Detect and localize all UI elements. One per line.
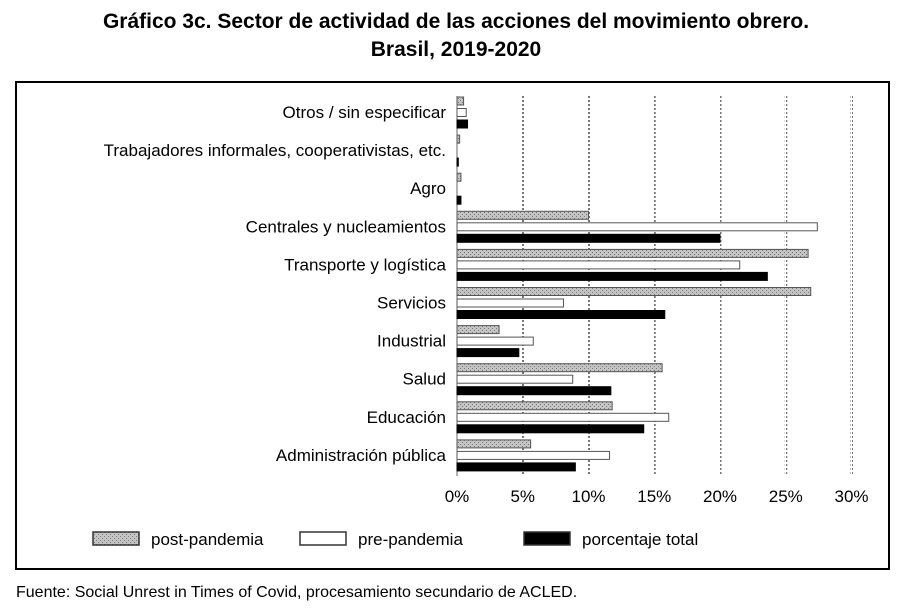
bar-2-2 <box>456 195 462 205</box>
bar-1-5 <box>456 298 565 308</box>
tick-label: 30% <box>834 487 868 506</box>
gridline <box>850 96 853 476</box>
bar-1-4 <box>456 260 741 270</box>
legend-swatch <box>299 531 347 546</box>
chart-frame <box>15 81 890 570</box>
category-label: Administración pública <box>276 446 447 465</box>
bar-0-3 <box>456 210 589 220</box>
bar-1-0 <box>456 108 467 117</box>
tick-label: 0% <box>445 487 470 506</box>
category-label: Trabajadores informales, cooperativistas… <box>104 141 446 160</box>
tick-label: 15% <box>637 487 671 506</box>
category-label: Industrial <box>377 332 446 351</box>
chart-title-line1: Gráfico 3c. Sector de actividad de las a… <box>102 10 810 33</box>
category-label: Salud <box>403 370 446 389</box>
source-note: Fuente: Social Unrest in Times of Covid,… <box>16 584 578 601</box>
chart-title: Gráfico 3c. Sector de actividad de las a… <box>0 8 912 64</box>
gridline <box>587 96 590 476</box>
bar-2-3 <box>456 233 721 243</box>
bar-0-0 <box>456 96 465 106</box>
bar-2-9 <box>456 462 576 472</box>
gridline <box>719 96 722 476</box>
tick-labels: 0% 5% 10% 15% 20% 25% 30% <box>445 487 869 506</box>
tick-label: 25% <box>769 487 803 506</box>
category-label: Otros / sin especificar <box>283 103 447 122</box>
legend: post-pandemia pre-pandemia porcentaje tota… <box>92 530 698 549</box>
bar-0-5 <box>456 287 812 296</box>
tick-label: 10% <box>571 487 605 506</box>
category-label: Transporte y logística <box>284 255 446 274</box>
bar-0-7 <box>456 363 663 373</box>
chart-title-line2: Brasil, 2019-2020 <box>370 38 542 61</box>
tick-label: 5% <box>510 487 535 506</box>
bar-1-7 <box>456 374 574 384</box>
bar-1-8 <box>456 412 670 422</box>
tick-label: 20% <box>703 487 737 506</box>
bar-0-6 <box>456 325 500 335</box>
legend-label: porcentaje total <box>582 530 698 549</box>
bar-1-9 <box>456 450 611 460</box>
bar-1-3 <box>456 222 818 232</box>
category-labels: Otros / sin especificar Trabajadores info… <box>104 103 447 465</box>
bar-0-9 <box>456 439 532 449</box>
bar-0-8 <box>456 401 613 411</box>
bar-0-1 <box>456 134 461 144</box>
bar-2-4 <box>456 271 768 281</box>
bar-2-7 <box>456 386 612 396</box>
legend-swatch <box>92 531 140 546</box>
legend-label: post-pandemia <box>151 530 264 549</box>
legend-swatch <box>523 531 571 546</box>
bar-2-6 <box>456 348 520 358</box>
bar-2-5 <box>456 310 666 319</box>
bar-2-1 <box>456 157 459 167</box>
category-label: Agro <box>410 179 446 198</box>
bar-1-6 <box>456 336 534 346</box>
bar-2-0 <box>456 119 469 129</box>
gridline <box>521 96 525 476</box>
gridline <box>653 96 656 476</box>
bar-2-8 <box>456 424 645 434</box>
category-label: Educación <box>367 408 446 427</box>
bar-0-4 <box>456 248 809 258</box>
bars <box>456 96 818 472</box>
category-label: Centrales y nucleamientos <box>246 217 446 236</box>
bar-0-2 <box>456 172 462 182</box>
gridline <box>784 96 788 476</box>
legend-label: pre-pandemia <box>358 530 463 549</box>
category-label: Servicios <box>377 294 446 313</box>
